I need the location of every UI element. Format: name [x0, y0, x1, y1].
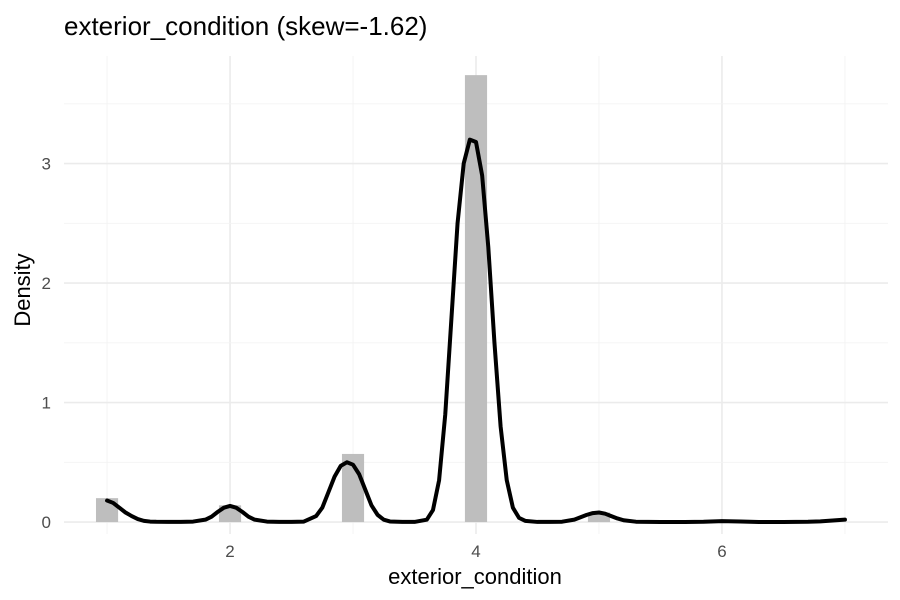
y-tick-label: 3: [42, 155, 51, 174]
x-tick-label: 6: [717, 542, 726, 561]
density-curve: [105, 137, 847, 525]
x-axis-title: exterior_condition: [388, 564, 562, 589]
x-tick-label: 4: [471, 542, 480, 561]
y-axis-title: Density: [10, 253, 35, 326]
y-tick-label: 1: [42, 394, 51, 413]
y-axis-ticks: 0 1 2 3: [42, 155, 51, 532]
x-axis-ticks: 2 4 6: [225, 542, 726, 561]
y-tick-label: 0: [42, 513, 51, 532]
histogram-bar: [587, 512, 611, 523]
y-tick-label: 2: [42, 274, 51, 293]
chart-title: exterior_condition (skew=-1.62): [64, 11, 427, 41]
x-tick-label: 2: [225, 542, 234, 561]
